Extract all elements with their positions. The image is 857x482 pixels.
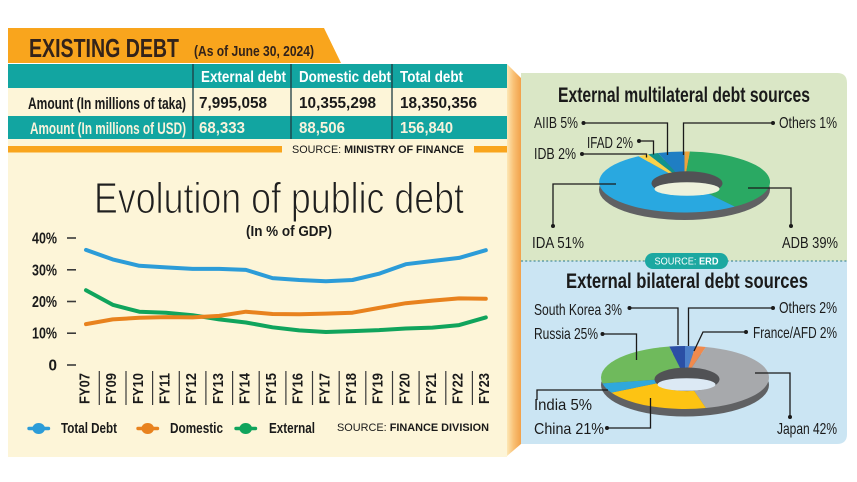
svg-text:IDB 2%: IDB 2% xyxy=(534,146,576,163)
svg-text:Total debt: Total debt xyxy=(400,69,464,86)
svg-text:30%: 30% xyxy=(32,262,57,279)
svg-text:FY17: FY17 xyxy=(316,373,333,404)
svg-text:FY23: FY23 xyxy=(476,373,493,404)
svg-text:External multilateral debt sou: External multilateral debt sources xyxy=(558,84,810,107)
svg-text:Amount (In millions of USD): Amount (In millions of USD) xyxy=(30,119,186,138)
svg-text:Others 2%: Others 2% xyxy=(779,300,837,317)
svg-text:ADB 39%: ADB 39% xyxy=(782,235,838,252)
svg-text:SOURCE: ERD: SOURCE: ERD xyxy=(655,256,719,268)
svg-text:IFAD 2%: IFAD 2% xyxy=(587,135,633,152)
svg-text:Others 1%: Others 1% xyxy=(779,115,837,132)
svg-text:AIIB 5%: AIIB 5% xyxy=(534,115,578,132)
svg-text:FY10: FY10 xyxy=(130,373,147,404)
svg-text:FY11: FY11 xyxy=(156,373,173,404)
svg-text:FY19: FY19 xyxy=(370,373,387,404)
svg-text:France/AFD 2%: France/AFD 2% xyxy=(753,325,837,342)
svg-text:FY16: FY16 xyxy=(290,373,307,404)
svg-text:68,333: 68,333 xyxy=(199,120,245,137)
svg-text:FY18: FY18 xyxy=(343,373,360,404)
svg-text:156,840: 156,840 xyxy=(400,120,453,137)
svg-text:Total Debt: Total Debt xyxy=(61,420,117,437)
svg-text:7,995,058: 7,995,058 xyxy=(199,95,267,112)
svg-text:FY14: FY14 xyxy=(236,372,253,404)
svg-text:SOURCE: MINISTRY OF FINANCE: SOURCE: MINISTRY OF FINANCE xyxy=(292,144,464,156)
svg-text:40%: 40% xyxy=(32,231,57,248)
svg-text:Domestic debt: Domestic debt xyxy=(299,69,392,86)
svg-text:External debt: External debt xyxy=(201,69,287,86)
svg-text:FY20: FY20 xyxy=(396,373,413,404)
svg-text:Amount (In millions of taka): Amount (In millions of taka) xyxy=(28,94,186,113)
svg-text:FY15: FY15 xyxy=(263,373,280,404)
svg-text:18,350,356: 18,350,356 xyxy=(400,95,477,112)
svg-text:FY13: FY13 xyxy=(210,373,227,404)
svg-text:(In % of GDP): (In % of GDP) xyxy=(246,223,332,240)
svg-text:Evolution of public debt: Evolution of public debt xyxy=(94,174,464,223)
svg-text:10%: 10% xyxy=(32,326,57,343)
svg-text:SOURCE: FINANCE DIVISION: SOURCE: FINANCE DIVISION xyxy=(337,422,489,434)
svg-text:0: 0 xyxy=(49,358,58,375)
svg-text:FY22: FY22 xyxy=(450,373,467,404)
svg-text:FY09: FY09 xyxy=(103,373,120,404)
svg-text:EXISTING DEBT: EXISTING DEBT xyxy=(29,33,179,63)
svg-text:(As of June 30, 2024): (As of June 30, 2024) xyxy=(194,43,314,60)
svg-text:IDA 51%: IDA 51% xyxy=(532,235,584,252)
svg-text:External: External xyxy=(269,420,315,437)
svg-text:Japan 42%: Japan 42% xyxy=(777,421,837,438)
svg-text:FY21: FY21 xyxy=(423,373,440,404)
svg-text:India 5%: India 5% xyxy=(534,397,592,414)
svg-text:External bilateral debt source: External bilateral debt sources xyxy=(566,270,808,293)
svg-text:20%: 20% xyxy=(32,294,57,311)
svg-text:FY07: FY07 xyxy=(77,373,94,404)
svg-text:China 21%: China 21% xyxy=(534,421,604,438)
svg-text:Domestic: Domestic xyxy=(170,420,223,437)
svg-text:88,506: 88,506 xyxy=(299,120,345,137)
svg-text:10,355,298: 10,355,298 xyxy=(299,95,376,112)
svg-text:South Korea 3%: South Korea 3% xyxy=(534,302,622,319)
svg-text:FY12: FY12 xyxy=(183,373,200,404)
svg-text:Russia 25%: Russia 25% xyxy=(534,326,598,343)
